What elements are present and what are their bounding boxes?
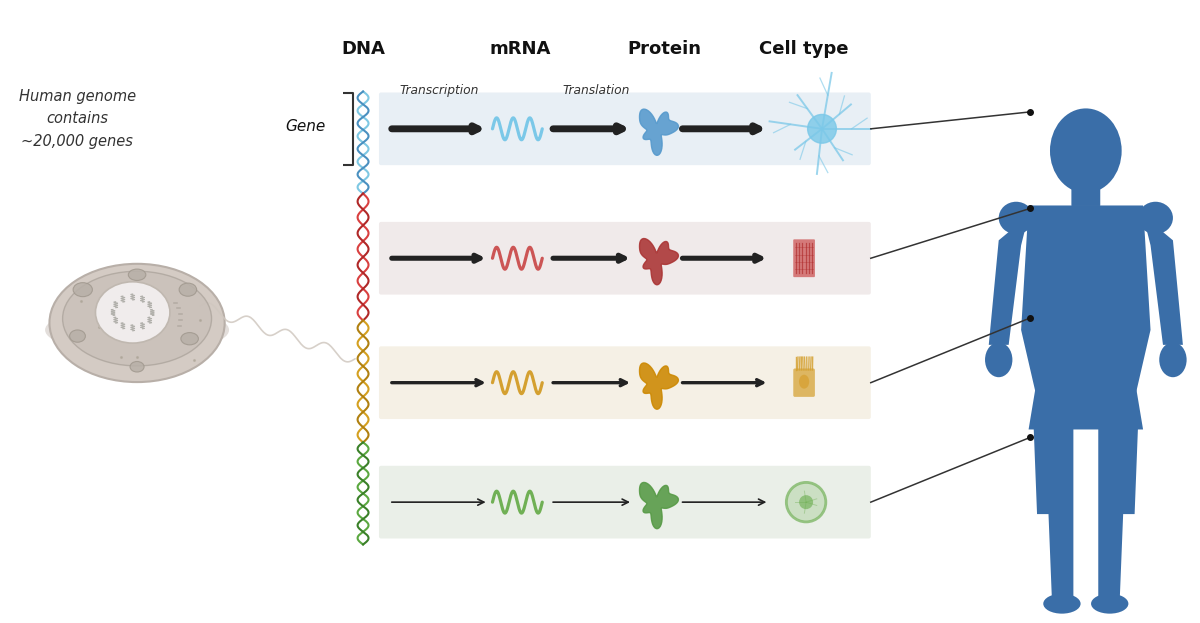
Ellipse shape	[1138, 202, 1172, 234]
Text: Human genome
contains
~20,000 genes: Human genome contains ~20,000 genes	[19, 89, 136, 148]
Ellipse shape	[1050, 108, 1122, 193]
Text: Gene: Gene	[284, 120, 325, 135]
Text: mRNA: mRNA	[490, 40, 551, 58]
Ellipse shape	[998, 202, 1033, 234]
Circle shape	[787, 483, 826, 521]
Text: Protein: Protein	[628, 40, 702, 58]
FancyBboxPatch shape	[1072, 155, 1100, 206]
Ellipse shape	[1043, 594, 1080, 614]
Ellipse shape	[1159, 343, 1187, 377]
Ellipse shape	[70, 330, 85, 342]
Text: Cell type: Cell type	[760, 40, 848, 58]
FancyBboxPatch shape	[793, 368, 815, 397]
Ellipse shape	[96, 282, 170, 343]
Polygon shape	[989, 216, 1028, 345]
Ellipse shape	[46, 306, 229, 354]
Polygon shape	[1144, 216, 1183, 345]
Circle shape	[799, 495, 814, 509]
Polygon shape	[1098, 424, 1138, 601]
Ellipse shape	[1091, 594, 1128, 614]
Text: DNA: DNA	[341, 40, 385, 58]
Polygon shape	[640, 482, 678, 529]
Polygon shape	[1033, 424, 1073, 601]
FancyBboxPatch shape	[379, 92, 871, 165]
Circle shape	[808, 115, 836, 143]
Text: Transcription: Transcription	[400, 85, 479, 97]
FancyBboxPatch shape	[379, 222, 871, 295]
Polygon shape	[1028, 384, 1144, 429]
Ellipse shape	[49, 264, 224, 382]
Polygon shape	[640, 363, 678, 409]
FancyBboxPatch shape	[379, 346, 871, 419]
FancyBboxPatch shape	[793, 239, 815, 277]
Ellipse shape	[130, 361, 144, 372]
Polygon shape	[1021, 206, 1151, 394]
Ellipse shape	[73, 283, 92, 297]
Ellipse shape	[181, 333, 198, 345]
Text: Translation: Translation	[563, 85, 630, 97]
Polygon shape	[640, 109, 678, 155]
Ellipse shape	[799, 374, 809, 389]
FancyBboxPatch shape	[379, 466, 871, 538]
Ellipse shape	[62, 271, 211, 366]
Ellipse shape	[128, 269, 146, 280]
Ellipse shape	[179, 283, 197, 296]
Ellipse shape	[985, 343, 1013, 377]
Polygon shape	[640, 239, 678, 285]
